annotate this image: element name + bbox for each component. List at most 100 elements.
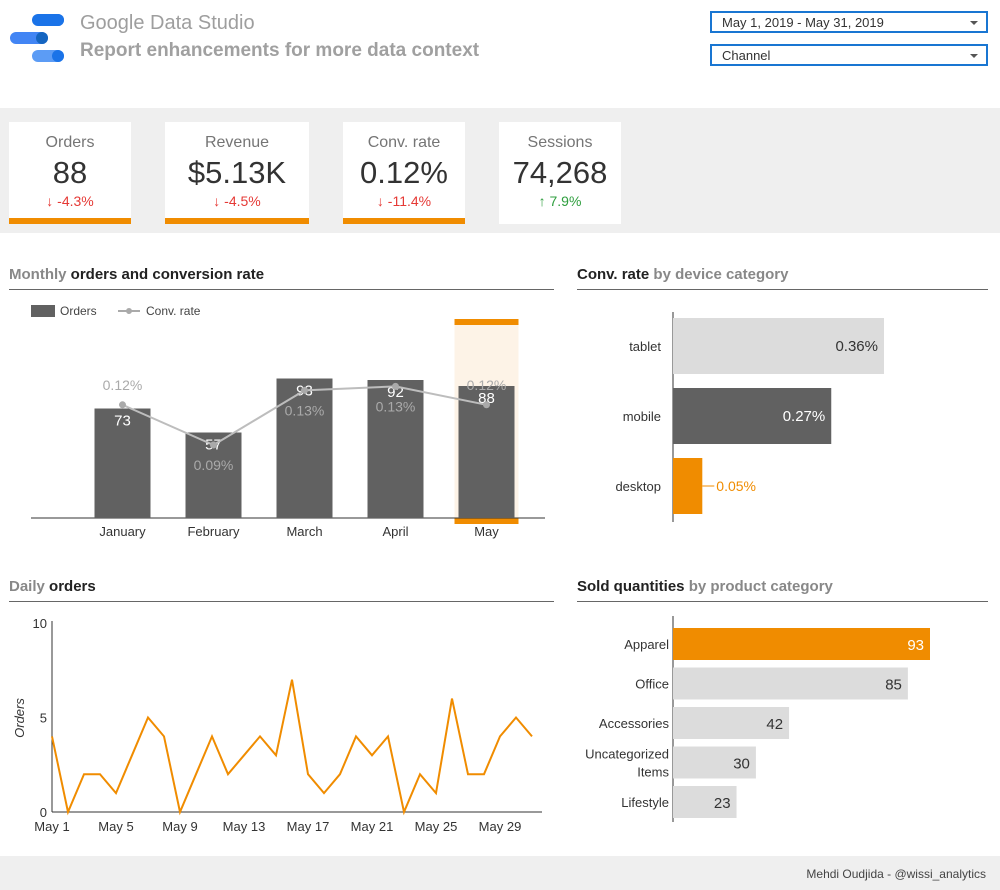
scorecard-label: Sessions bbox=[527, 134, 593, 151]
scorecard-value: 74,268 bbox=[512, 155, 608, 190]
title-bold: Sold quantities bbox=[577, 578, 685, 595]
sold-chart-title: Sold quantities by product category bbox=[577, 578, 988, 602]
bar-conv-rate bbox=[673, 388, 832, 444]
y-tick-label: 5 bbox=[40, 711, 47, 726]
legend-dot-conv bbox=[126, 308, 132, 314]
conv-rate-point bbox=[119, 401, 126, 409]
arrow-down-icon: ↓ bbox=[46, 193, 54, 209]
arrow-down-icon: ↓ bbox=[213, 193, 221, 209]
title-prefix: Monthly bbox=[9, 266, 67, 283]
app-title: Google Data Studio bbox=[80, 12, 255, 34]
x-tick-label: May bbox=[474, 524, 499, 539]
category-label: Uncategorized bbox=[585, 747, 669, 762]
delta-value: 7.9% bbox=[549, 193, 582, 209]
x-tick-label: May 9 bbox=[162, 819, 197, 834]
bar-value-label: 73 bbox=[114, 413, 131, 430]
daily-orders-line bbox=[51, 679, 533, 816]
title-suffix: by product category bbox=[688, 578, 833, 595]
conv-rate-point bbox=[392, 382, 399, 390]
scorecard-orders[interactable]: Orders 88 ↓ -4.3% bbox=[9, 122, 131, 224]
bar-orders bbox=[367, 380, 424, 518]
delta-value: -11.4% bbox=[387, 193, 432, 209]
bar-sold-quantity bbox=[673, 667, 908, 700]
bar-value-label: 0.36% bbox=[835, 338, 878, 355]
bar-value-label: 85 bbox=[885, 677, 902, 694]
legend-swatch-orders bbox=[31, 305, 55, 317]
y-tick-label: 0 bbox=[40, 805, 47, 820]
report-title: Report enhancements for more data contex… bbox=[80, 40, 480, 61]
bar-orders bbox=[94, 408, 151, 518]
delta-value: -4.5% bbox=[224, 193, 261, 209]
scorecard-value: 0.12% bbox=[360, 155, 448, 190]
x-tick-label: January bbox=[99, 524, 146, 539]
arrow-up-icon: ↑ bbox=[538, 193, 546, 209]
x-tick-label: May 21 bbox=[351, 819, 394, 834]
channel-filter-value: Channel bbox=[722, 48, 771, 63]
data-studio-logo-icon bbox=[10, 14, 64, 62]
bar-value-label: 93 bbox=[907, 637, 924, 654]
chevron-down-icon bbox=[970, 21, 978, 25]
category-label: desktop bbox=[615, 479, 661, 494]
scorecard-value: 88 bbox=[52, 155, 88, 190]
title-prefix: Daily bbox=[9, 578, 45, 595]
scorecard-label: Conv. rate bbox=[367, 134, 441, 151]
scorecard-label: Orders bbox=[45, 134, 95, 151]
footer: Mehdi Oudjida - @wissi_analytics bbox=[0, 856, 1000, 890]
bar-sold-quantity bbox=[673, 628, 930, 660]
device-conv-rate-chart[interactable]: tablet 0.36% mobile 0.27% desktop 0.05% bbox=[577, 300, 997, 530]
conv-rate-point bbox=[210, 441, 217, 449]
channel-filter[interactable]: Channel bbox=[710, 44, 988, 66]
x-tick-label: May 25 bbox=[415, 819, 458, 834]
scorecard-revenue[interactable]: Revenue $5.13K ↓ -4.5% bbox=[165, 122, 309, 224]
x-tick-label: March bbox=[286, 524, 322, 539]
delta-value: -4.3% bbox=[57, 193, 94, 209]
y-axis-label: Orders bbox=[12, 698, 27, 738]
title-suffix: by device category bbox=[653, 266, 789, 283]
scorecard-accent-bar bbox=[165, 218, 309, 224]
legend-label-conv: Conv. rate bbox=[146, 304, 201, 318]
title-bold: Conv. rate bbox=[577, 266, 650, 283]
daily-orders-chart[interactable]: 0 5 10 Orders May 1 May 5 May 9 May 13 May 17 May… bbox=[0, 608, 560, 848]
daily-chart-title: Daily orders bbox=[9, 578, 554, 602]
bar-sold-quantity bbox=[673, 786, 737, 818]
conv-rate-label: 0.13% bbox=[285, 402, 325, 418]
scorecard-delta: ↓ -11.4% bbox=[343, 193, 465, 209]
x-tick-label: February bbox=[187, 524, 240, 539]
y-tick-label: 10 bbox=[33, 616, 47, 631]
x-tick-label: May 29 bbox=[479, 819, 522, 834]
conv-rate-label: 0.12% bbox=[103, 377, 143, 393]
scorecard-delta: ↓ -4.3% bbox=[9, 193, 131, 209]
x-tick-label: May 1 bbox=[34, 819, 69, 834]
category-label: Items bbox=[637, 765, 669, 780]
scorecard-delta: ↑ 7.9% bbox=[499, 193, 621, 209]
date-range-selector[interactable]: May 1, 2019 - May 31, 2019 bbox=[710, 11, 988, 33]
title-bold: orders and conversion rate bbox=[70, 266, 265, 283]
scorecard-value: $5.13K bbox=[187, 155, 287, 190]
bar-conv-rate bbox=[673, 458, 703, 514]
monthly-chart-title: Monthly orders and conversion rate bbox=[9, 266, 554, 290]
title-bold: orders bbox=[49, 578, 96, 595]
bar-conv-rate bbox=[673, 318, 884, 374]
x-tick-label: May 5 bbox=[98, 819, 133, 834]
bar-sold-quantity bbox=[673, 746, 756, 779]
bar-sold-quantity bbox=[673, 707, 790, 739]
scorecard-delta: ↓ -4.5% bbox=[165, 193, 309, 209]
scorecard-sessions[interactable]: Sessions 74,268 ↑ 7.9% bbox=[499, 122, 621, 224]
scorecard-label: Revenue bbox=[204, 134, 270, 151]
category-label: Office bbox=[635, 677, 669, 692]
x-tick-label: May 17 bbox=[287, 819, 330, 834]
bar-value-label: 42 bbox=[766, 716, 783, 733]
bar-value-label: 30 bbox=[733, 756, 750, 773]
sold-quantities-chart[interactable]: 93 Apparel 85 Office 42 Accessories 30 Uncatego… bbox=[577, 612, 997, 832]
scorecard-accent-bar bbox=[343, 218, 465, 224]
legend-label-orders: Orders bbox=[60, 304, 97, 318]
date-range-value: May 1, 2019 - May 31, 2019 bbox=[722, 15, 884, 30]
conv-rate-label: 0.09% bbox=[194, 457, 234, 473]
report-header: Google Data Studio Report enhancements f… bbox=[0, 0, 1000, 108]
arrow-down-icon: ↓ bbox=[376, 193, 384, 209]
category-label: Lifestyle bbox=[621, 795, 669, 810]
conv-rate-point bbox=[483, 401, 490, 409]
scorecard-band: Orders 88 ↓ -4.3% Revenue $5.13K ↓ -4.5%… bbox=[0, 108, 1000, 233]
scorecard-conv-rate[interactable]: Conv. rate 0.12% ↓ -11.4% bbox=[343, 122, 465, 224]
